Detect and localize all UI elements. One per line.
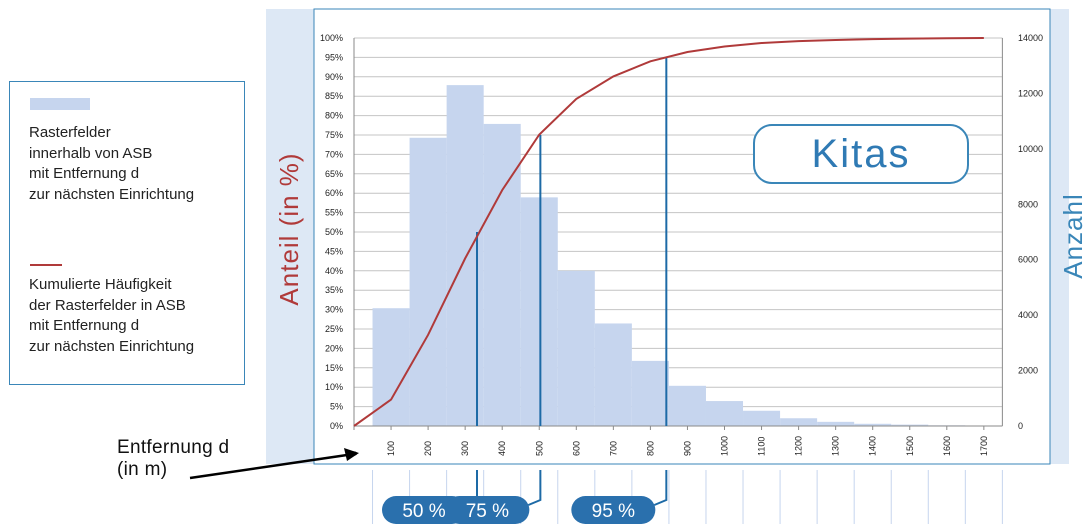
y-right-tick-label: 12000 [1018,88,1043,98]
x-tick-label: 900 [682,441,692,456]
x-tick-label: 1700 [979,436,989,456]
percentile-badge-label: 50 % [402,501,445,522]
y-left-tick-label: 65% [325,169,343,179]
y-left-tick-label: 5% [330,402,343,412]
y-right-tick-label: 10000 [1018,144,1043,154]
histogram-bar [817,421,855,426]
histogram-bar [409,137,447,426]
histogram-bar [743,410,781,426]
x-axis-label: Entfernung d (in m) [117,437,229,481]
legend-label-cumulative: Kumulierte Häufigkeit der Rasterfelder i… [29,276,195,355]
y-left-tick-label: 75% [325,130,343,140]
y-left-tick-label: 15% [325,363,343,373]
y-right-tick-label: 2000 [1018,366,1038,376]
x-axis-pointer-arrowhead [344,448,359,461]
x-tick-label: 1400 [868,436,878,456]
chart-title: Kitas [812,132,911,176]
x-tick-label: 200 [423,441,433,456]
y-left-tick-label: 45% [325,246,343,256]
y-left-tick-label: 90% [325,72,343,82]
x-tick-label: 400 [497,441,507,456]
y-left-tick-label: 95% [325,52,343,62]
histogram-bar [446,85,484,426]
percentile-badge [445,496,530,524]
x-tick-label: 1000 [720,436,730,456]
histogram-bar [631,360,669,426]
x-tick-label: 1300 [831,436,841,456]
x-axis-label-line2: (in m) [117,459,168,480]
percentile-badge [571,496,656,524]
y-left-tick-label: 0% [330,421,343,431]
cumulative-frequency-line [353,37,984,427]
y-left-tick-label: 10% [325,382,343,392]
legend: Rasterfelder innerhalb von ASB mit Entfe… [9,81,245,385]
y-right-tick-label: 6000 [1018,255,1038,265]
x-tick-label: 700 [608,441,618,456]
histogram-bar [557,270,595,426]
histogram-bar [854,423,892,426]
y-left-tick-label: 80% [325,111,343,121]
y-left-tick-label: 60% [325,188,343,198]
x-tick-label: 300 [460,441,470,456]
histogram-bar [520,197,558,426]
y-axis-left-label: Anteil (in %) [274,152,304,305]
x-axis-pointer-arrow [189,453,348,480]
y-left-tick-label: 85% [325,91,343,101]
y-right-tick-label: 4000 [1018,310,1038,320]
percentile-marker-connector [653,495,668,506]
x-tick-label: 1500 [905,436,915,456]
y-right-tick-label: 14000 [1018,33,1043,43]
histogram-bar [705,401,744,426]
y-left-tick-label: 35% [325,285,343,295]
percentile-badge-label: 75 % [466,501,509,522]
percentile-badge [382,496,467,524]
x-tick-label: 600 [571,441,581,456]
percentile-badge-label: 95 % [592,501,635,522]
x-tick-label: 500 [534,441,544,456]
histogram-bar [594,323,632,426]
y-left-tick-label: 30% [325,305,343,315]
y-right-tick-label: 8000 [1018,199,1038,209]
legend-swatch-histogram [30,98,90,110]
x-tick-label: 1200 [794,436,804,456]
legend-swatch-cumulative [30,264,62,266]
x-axis-label-line1: Entfernung d [117,437,230,458]
y-left-tick-label: 50% [325,227,343,237]
histogram-bar [483,123,521,427]
percentile-marker-connector [527,495,542,506]
x-tick-label: 800 [645,441,655,456]
histogram-bar [780,418,818,426]
y-left-tick-label: 25% [325,324,343,334]
x-tick-label: 1100 [757,437,767,456]
chart-title-box [753,124,969,184]
y-left-tick-label: 100% [320,33,343,43]
histogram-bar [372,308,410,426]
y-left-tick-label: 20% [325,343,343,353]
histogram-bar [891,424,929,426]
x-tick-label: 100 [386,441,396,456]
y-left-tick-label: 40% [325,266,343,276]
y-axis-right-label: Anzahl [1058,193,1088,279]
y-left-tick-label: 70% [325,149,343,159]
y-right-tick-label: 0 [1018,421,1023,431]
x-tick-label: 1600 [942,436,952,456]
y-left-tick-label: 55% [325,208,343,218]
histogram-bar [668,385,706,426]
legend-label-histogram: Rasterfelder innerhalb von ASB mit Entfe… [29,124,195,203]
